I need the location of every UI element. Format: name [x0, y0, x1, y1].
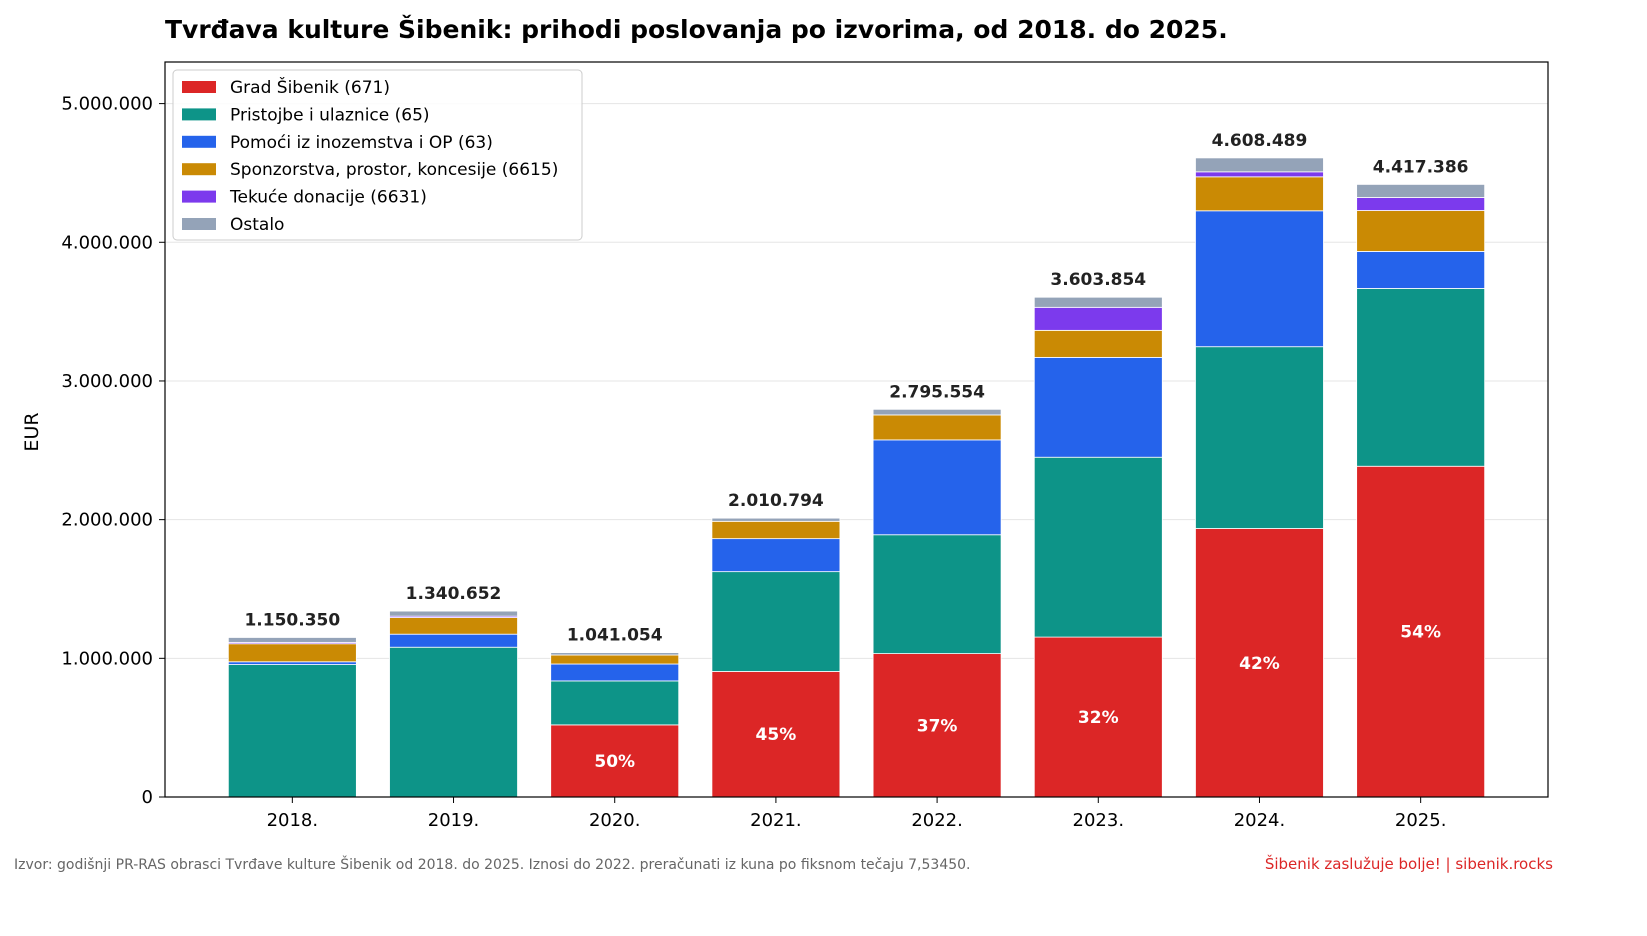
legend-label: Tekuće donacije (6631)	[229, 188, 427, 208]
bar-segment	[550, 680, 680, 726]
bar-segment	[1356, 251, 1486, 289]
bar-segment	[1195, 157, 1324, 173]
share-label: 50%	[594, 752, 635, 772]
bar-segment	[389, 633, 518, 648]
x-tick-label: 2025.	[1395, 810, 1447, 831]
bar-segment	[227, 664, 357, 798]
bar-segment	[1195, 171, 1324, 178]
x-tick-label: 2022.	[911, 810, 963, 831]
bar-segment	[227, 643, 357, 663]
legend-label: Ostalo	[230, 215, 284, 235]
bar-segment	[227, 637, 357, 643]
bar-segment	[1195, 346, 1324, 529]
bar-segment	[550, 654, 680, 665]
bar-segment	[389, 610, 518, 617]
bar-segment	[1195, 176, 1324, 212]
bar-segment	[711, 538, 841, 573]
total-label: 4.417.386	[1373, 157, 1469, 177]
x-tick-label: 2019.	[428, 810, 480, 831]
x-tick-label: 2020.	[589, 810, 641, 831]
total-label: 3.603.854	[1050, 270, 1146, 290]
bar-segment	[872, 439, 1002, 536]
bar-segment	[711, 671, 841, 798]
x-tick-label: 2021.	[750, 810, 802, 831]
legend-swatch	[182, 190, 216, 203]
bar-segment	[872, 408, 1002, 416]
x-tick-label: 2018.	[267, 810, 319, 831]
y-tick-label: 4.000.000	[61, 232, 153, 253]
legend-label: Sponzorstva, prostor, koncesije (6615)	[230, 160, 558, 180]
total-label: 1.340.652	[406, 584, 502, 604]
bar-segment	[389, 646, 518, 798]
share-label: 45%	[756, 725, 797, 745]
bar-segment	[711, 520, 841, 540]
y-axis-label: EUR	[21, 412, 43, 451]
bar-segment	[1356, 288, 1486, 467]
bar-segment	[1356, 197, 1486, 211]
legend-label: Grad Šibenik (671)	[230, 76, 390, 98]
bar-segment	[550, 652, 680, 656]
total-label: 4.608.489	[1212, 131, 1308, 151]
bar-segment	[1356, 184, 1486, 198]
y-tick-label: 1.000.000	[61, 648, 153, 669]
share-label: 37%	[917, 716, 958, 736]
bar-segment	[1033, 356, 1163, 458]
brand-note: Šibenik zaslužuje bolje! | sibenik.rocks	[1265, 854, 1553, 873]
bar-segment	[711, 571, 841, 672]
legend-label: Pristojbe i ulaznice (65)	[230, 105, 430, 125]
bar-segment	[1033, 456, 1163, 638]
bar-segment	[227, 661, 357, 665]
bar-segment	[1033, 296, 1163, 308]
chart-title: Tvrđava kulture Šibenik: prihodi poslova…	[165, 14, 1228, 44]
y-tick-label: 2.000.000	[61, 510, 153, 531]
share-label: 32%	[1078, 708, 1119, 728]
share-label: 54%	[1400, 623, 1441, 643]
total-label: 1.150.350	[244, 610, 340, 630]
bar-segment	[389, 617, 518, 635]
legend-swatch	[182, 135, 216, 148]
y-tick-label: 5.000.000	[61, 94, 153, 115]
bar-segment	[1195, 528, 1324, 798]
bar-segment	[872, 653, 1002, 798]
bar-segment	[1195, 210, 1324, 348]
plot-frame	[164, 61, 1549, 798]
bar-segment	[1033, 306, 1163, 331]
legend-swatch	[182, 218, 216, 230]
total-label: 2.010.794	[728, 491, 824, 511]
legend-box	[172, 69, 583, 241]
y-tick-label: 0	[142, 787, 153, 808]
total-label: 1.041.054	[567, 626, 663, 646]
x-tick-label: 2024.	[1234, 810, 1286, 831]
legend-label: Pomoći iz inozemstva i OP (63)	[230, 133, 493, 153]
bar-segment	[872, 534, 1002, 655]
bar-segment	[1033, 329, 1163, 358]
bar-segment	[872, 414, 1002, 441]
share-label: 42%	[1239, 654, 1280, 674]
legend-swatch	[182, 108, 216, 121]
bar-segment	[711, 517, 841, 522]
bar-segment	[1356, 465, 1486, 798]
bar-segment	[1356, 210, 1486, 252]
legend-swatch	[182, 163, 216, 176]
total-label: 2.795.554	[889, 382, 985, 402]
bar-segment	[550, 663, 680, 682]
bar-segment	[1033, 636, 1163, 798]
y-tick-label: 3.000.000	[61, 371, 153, 392]
x-tick-label: 2023.	[1073, 810, 1125, 831]
legend-swatch	[182, 81, 216, 93]
source-note: Izvor: godišnji PR-RAS obrasci Tvrđave k…	[14, 855, 971, 873]
